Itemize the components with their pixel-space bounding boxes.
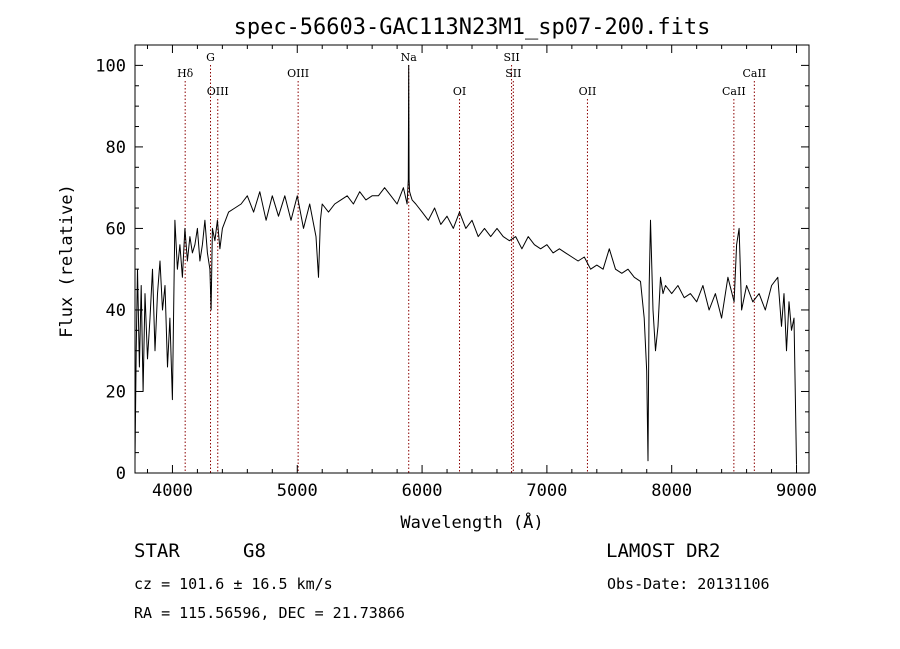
y-tick-label: 40	[106, 301, 126, 321]
plot-frame	[134, 44, 810, 474]
spectral-line-label: OIII	[287, 67, 309, 80]
survey-name: LAMOST DR2	[606, 540, 721, 562]
spectral-line-label: Na	[401, 51, 418, 64]
sky-coordinates: RA = 115.56596, DEC = 21.73866	[134, 604, 405, 622]
x-tick-label: 4000	[152, 481, 193, 501]
object-subclass: G8	[243, 540, 266, 562]
spectrum-line	[134, 64, 797, 465]
spectral-line-label: G	[206, 51, 215, 64]
y-tick-label: 80	[106, 138, 126, 158]
x-tick-label: 9000	[776, 481, 817, 501]
spectral-line-label: CaII	[722, 85, 746, 98]
y-axis: 0 20 40 60 80 100	[95, 56, 809, 484]
chart-title: spec-56603-GAC113N23M1_sp07-200.fits	[234, 15, 711, 40]
spectral-line-label: OII	[579, 85, 597, 98]
redshift-cz: cz = 101.6 ± 16.5 km/s	[134, 575, 333, 593]
x-tick-label: 8000	[651, 481, 692, 501]
y-tick-label: 0	[116, 464, 126, 484]
spectral-line-label: OI	[453, 85, 466, 98]
object-class: STAR	[134, 540, 180, 562]
spectral-line-label: CaII	[742, 67, 766, 80]
y-axis-label: Flux (relative)	[57, 184, 77, 338]
x-tick-label: 7000	[526, 481, 567, 501]
x-axis: 4000 5000 6000 7000 8000 9000	[146, 45, 817, 501]
y-tick-label: 100	[95, 56, 126, 76]
observation-date: Obs-Date: 20131106	[607, 575, 770, 593]
spectral-line-label: Hδ	[177, 67, 194, 80]
x-tick-label: 5000	[277, 481, 318, 501]
spectral-line-label: SII	[505, 67, 521, 80]
spectral-line-markers: Hδ G OIII OIII Na OI SII SII OII CaII CaII	[177, 51, 766, 473]
spectral-line-label: SII	[503, 51, 519, 64]
x-tick-label: 6000	[402, 481, 443, 501]
y-tick-label: 20	[106, 382, 126, 402]
y-tick-label: 60	[106, 219, 126, 239]
x-axis-label: Wavelength (Å)	[400, 511, 543, 533]
spectral-line-label: OIII	[207, 85, 229, 98]
